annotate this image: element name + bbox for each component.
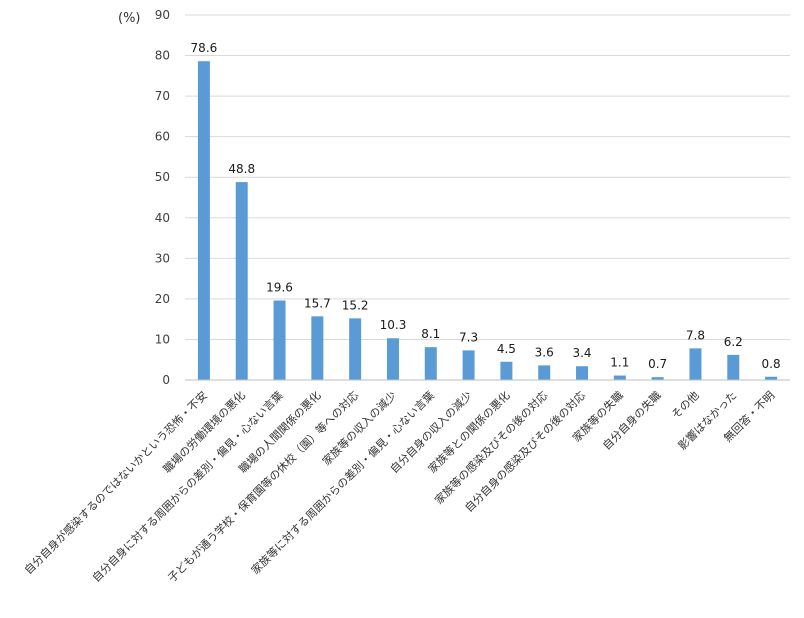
data-label: 19.6 xyxy=(266,281,293,295)
data-label: 7.3 xyxy=(459,330,478,344)
y-tick-label: 90 xyxy=(155,8,170,22)
data-label: 3.6 xyxy=(535,345,554,359)
x-category-label: その他 xyxy=(669,389,702,422)
data-label: 15.2 xyxy=(342,298,369,312)
bar xyxy=(689,348,702,380)
bar xyxy=(197,61,210,380)
data-label: 15.7 xyxy=(304,296,331,310)
bar xyxy=(613,375,626,380)
data-labels: 78.6 48.8 19.6 15.7 15.2 10.3 8.1 7.3 4.5 3.6 3.4 1… xyxy=(191,41,781,371)
data-label: 0.8 xyxy=(762,357,781,371)
bar xyxy=(311,316,324,380)
bar xyxy=(651,377,664,380)
data-label: 8.1 xyxy=(421,327,440,341)
y-tick-label: 10 xyxy=(155,332,170,346)
bar xyxy=(424,347,437,380)
bar xyxy=(273,300,286,380)
data-label: 3.4 xyxy=(572,346,591,360)
y-tick-label: 80 xyxy=(155,49,170,63)
bar xyxy=(235,182,248,380)
data-label: 4.5 xyxy=(497,342,516,356)
bar xyxy=(349,318,362,380)
bar xyxy=(576,366,589,380)
y-tick-label: 40 xyxy=(155,211,170,225)
data-label: 10.3 xyxy=(380,318,407,332)
y-axis-unit-label: (%) xyxy=(118,11,141,26)
bar xyxy=(538,365,551,380)
y-tick-label: 30 xyxy=(155,251,170,265)
y-axis-ticks: 0 10 20 30 40 50 60 70 80 90 xyxy=(155,8,170,387)
data-label: 78.6 xyxy=(191,41,218,55)
gridlines xyxy=(185,14,790,340)
bar xyxy=(765,376,778,380)
y-tick-label: 20 xyxy=(155,292,170,306)
bar xyxy=(386,338,399,380)
y-tick-label: 60 xyxy=(155,130,170,144)
bar xyxy=(500,361,513,380)
bar xyxy=(462,350,475,380)
bars xyxy=(197,61,778,380)
x-axis-category-labels: 自分自身が感染するのではないかという恐怖・不安職場の労働環境の悪化自分自身に対す… xyxy=(21,388,777,585)
data-label: 48.8 xyxy=(228,162,255,176)
y-tick-label: 0 xyxy=(162,373,170,387)
data-label: 0.7 xyxy=(648,357,667,371)
data-label: 6.2 xyxy=(724,335,743,349)
data-label: 1.1 xyxy=(610,356,629,370)
bar xyxy=(727,354,740,380)
y-tick-label: 50 xyxy=(155,170,170,184)
y-tick-label: 70 xyxy=(155,89,170,103)
data-label: 7.8 xyxy=(686,328,705,342)
